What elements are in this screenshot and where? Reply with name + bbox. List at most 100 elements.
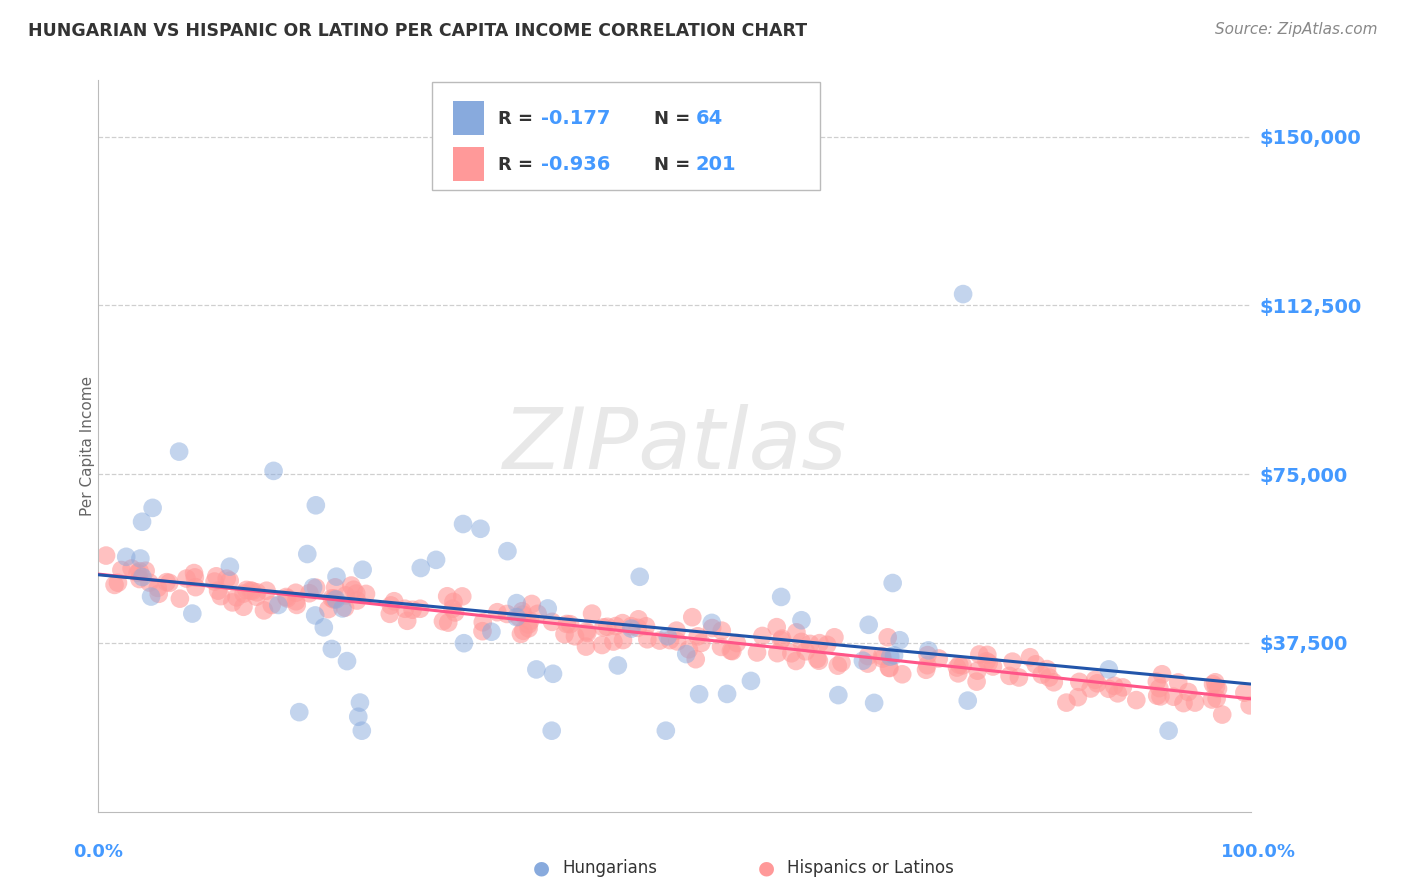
Point — [678, 642, 700, 657]
Point — [221, 595, 243, 609]
Point — [342, 582, 364, 597]
Point — [453, 636, 475, 650]
Point — [520, 597, 543, 611]
Point — [1146, 689, 1168, 703]
Point — [856, 657, 879, 671]
Point — [347, 710, 370, 724]
Point — [135, 564, 157, 578]
Point — [1069, 674, 1091, 689]
Point — [872, 651, 894, 665]
Point — [915, 663, 938, 677]
Point — [354, 587, 377, 601]
Point — [823, 630, 845, 644]
Point — [876, 630, 898, 644]
Point — [879, 649, 901, 664]
Point — [969, 648, 991, 662]
Point — [1019, 650, 1042, 665]
Point — [218, 574, 240, 588]
Point — [245, 590, 267, 604]
Point — [977, 656, 1000, 670]
Point — [952, 658, 974, 673]
Point — [155, 575, 177, 590]
Point — [891, 667, 914, 681]
Point — [1036, 662, 1059, 676]
Point — [436, 589, 458, 603]
Point — [323, 591, 346, 606]
Point — [246, 585, 269, 599]
Point — [333, 600, 356, 615]
Point — [305, 581, 328, 595]
Point — [976, 654, 998, 668]
Point — [627, 621, 650, 635]
Point — [870, 648, 893, 663]
Point — [239, 583, 262, 598]
Point — [486, 605, 509, 619]
Point — [1098, 681, 1121, 696]
Point — [596, 620, 619, 634]
Point — [966, 664, 988, 678]
Point — [352, 563, 374, 577]
Point — [1001, 655, 1024, 669]
Point — [688, 687, 710, 701]
Text: N =: N = — [654, 110, 690, 128]
Point — [766, 646, 789, 660]
Point — [1239, 698, 1261, 713]
Point — [344, 586, 367, 600]
Point — [94, 549, 117, 563]
Point — [790, 635, 813, 649]
Point — [725, 636, 748, 650]
Point — [526, 607, 548, 621]
Point — [1177, 685, 1199, 699]
Point — [235, 582, 257, 597]
Point — [889, 633, 911, 648]
Point — [517, 617, 540, 632]
Point — [321, 591, 343, 606]
Point — [1008, 671, 1031, 685]
Point — [142, 500, 165, 515]
Point — [157, 575, 180, 590]
Point — [655, 723, 678, 738]
Point — [540, 723, 562, 738]
Point — [115, 549, 138, 564]
Point — [882, 576, 904, 591]
Point — [346, 593, 368, 607]
Point — [541, 666, 564, 681]
Point — [409, 561, 432, 575]
Point — [167, 444, 190, 458]
Point — [948, 657, 970, 672]
Point — [127, 566, 149, 580]
Point — [1098, 662, 1121, 676]
Point — [946, 660, 969, 674]
Point — [322, 592, 344, 607]
Point — [253, 603, 276, 617]
Point — [263, 464, 285, 478]
Point — [576, 626, 599, 640]
Point — [1205, 680, 1227, 694]
Point — [1157, 723, 1180, 738]
Point — [560, 617, 582, 632]
Point — [1054, 696, 1077, 710]
Point — [1149, 690, 1171, 704]
Text: R =: R = — [498, 110, 533, 128]
Text: 201: 201 — [696, 155, 737, 174]
Point — [131, 570, 153, 584]
Point — [666, 634, 689, 648]
Point — [681, 610, 703, 624]
Point — [917, 658, 939, 673]
Point — [451, 516, 474, 531]
Y-axis label: Per Capita Income: Per Capita Income — [80, 376, 94, 516]
Point — [312, 620, 335, 634]
Point — [496, 544, 519, 558]
Point — [340, 578, 363, 592]
Point — [657, 629, 679, 643]
Point — [409, 601, 432, 615]
Text: HUNGARIAN VS HISPANIC OR LATINO PER CAPITA INCOME CORRELATION CHART: HUNGARIAN VS HISPANIC OR LATINO PER CAPI… — [28, 22, 807, 40]
Text: 64: 64 — [696, 109, 723, 128]
Point — [508, 610, 530, 624]
Point — [225, 591, 247, 605]
Point — [451, 590, 474, 604]
Point — [765, 620, 787, 634]
Point — [1204, 675, 1226, 690]
Point — [305, 498, 328, 512]
Point — [517, 621, 540, 635]
